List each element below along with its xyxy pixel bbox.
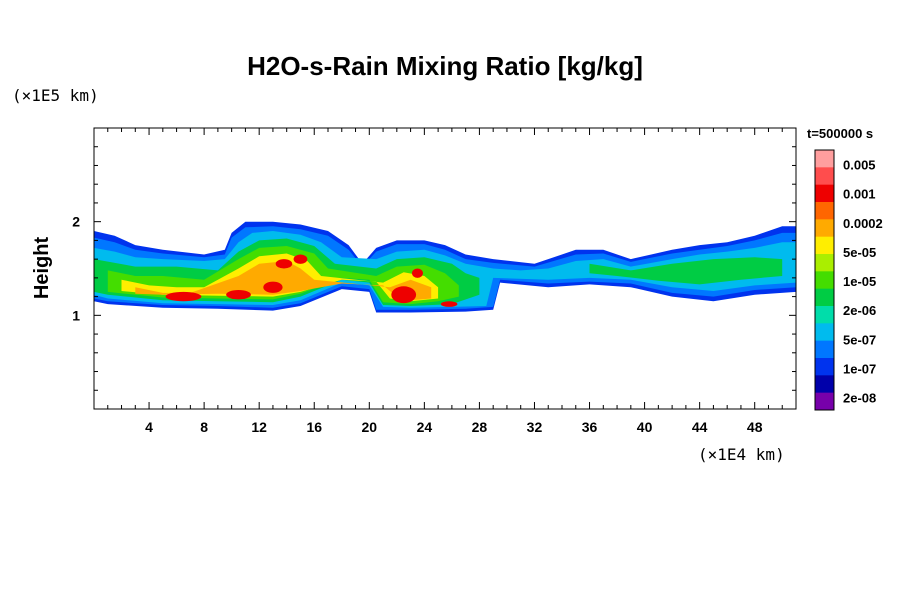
colorbar-label: 1e-07 [843, 361, 876, 376]
colorbar-swatch [815, 150, 834, 168]
field-core-1 [226, 290, 251, 300]
field-core-3 [275, 259, 293, 269]
field-core-5 [391, 286, 417, 304]
y-tick-label: 2 [72, 214, 80, 230]
colorbar-swatch [815, 167, 834, 186]
colorbar-label: 5e-07 [843, 332, 876, 347]
field-region-4 [589, 257, 783, 285]
x-tick-label: 16 [306, 419, 322, 435]
time-label: t=500000 s [807, 126, 873, 141]
colorbar-label: 0.001 [843, 187, 876, 202]
x-tick-label: 28 [472, 419, 488, 435]
x-tick-label: 12 [251, 419, 267, 435]
field-region-7 [135, 261, 432, 301]
colorbar-label: 5e-05 [843, 245, 876, 260]
x-tick-label: 8 [200, 419, 208, 435]
colorbar-swatch [815, 184, 834, 203]
field-core-7 [440, 301, 458, 307]
field-core-2 [263, 281, 283, 293]
y-tick-label: 1 [72, 307, 80, 323]
y-axis-label: Height [31, 237, 53, 300]
colorbar-swatch [815, 236, 834, 255]
colorbar-swatch [815, 392, 834, 411]
colorbar-label: 2e-06 [843, 303, 876, 318]
colorbar-swatch [815, 340, 834, 359]
x-tick-label: 24 [417, 419, 433, 435]
colorbar-frame [814, 149, 835, 411]
plot-area [94, 221, 796, 313]
x-tick-label: 36 [582, 419, 598, 435]
colorbar-swatch [815, 271, 834, 290]
colorbar-swatch [815, 306, 834, 324]
x-tick-label: 20 [362, 419, 378, 435]
colorbar-swatch [815, 358, 834, 376]
x-axis-unit: (×1E4 km) [698, 445, 785, 464]
x-tick-label: 44 [692, 419, 708, 435]
colorbar-label: 0.005 [843, 158, 876, 173]
chart-title: H2O-s-Rain Mixing Ratio [kg/kg] [247, 51, 643, 81]
x-tick-label: 32 [527, 419, 543, 435]
field-core-0 [165, 291, 202, 302]
field-core-6 [411, 268, 423, 278]
field-core-4 [293, 254, 308, 264]
x-tick-label: 4 [145, 419, 153, 435]
colorbar-label: 2e-08 [843, 391, 876, 406]
colorbar-swatch [815, 288, 834, 307]
colorbar: 0.005 0.001 0.0002 5e-05 1e-05 2e-06 5e-07 1e-0… [814, 149, 883, 411]
colorbar-swatch [815, 254, 834, 272]
colorbar-swatch [815, 375, 834, 394]
y-axis-unit: (×1E5 km) [12, 86, 99, 105]
colorbar-swatch [815, 219, 834, 238]
colorbar-swatch [815, 323, 834, 342]
plot-frame [93, 127, 797, 410]
colorbar-label: 1e-05 [843, 274, 876, 289]
colorbar-label: 0.0002 [843, 216, 883, 231]
colorbar-swatch [815, 202, 834, 220]
x-tick-label: 48 [747, 419, 763, 435]
x-tick-label: 40 [637, 419, 653, 435]
